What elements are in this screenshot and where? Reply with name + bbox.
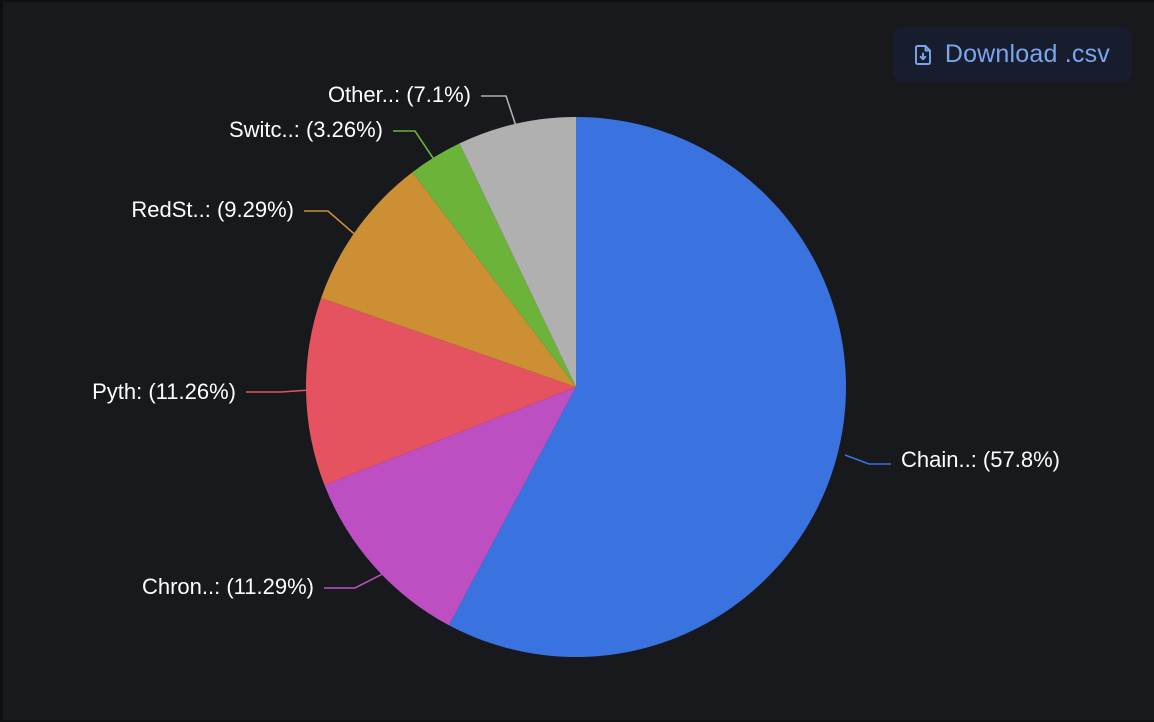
leader-lines-group <box>246 95 891 589</box>
pie-slice[interactable] <box>321 172 576 387</box>
pie-slice[interactable] <box>448 117 846 658</box>
pie-slice[interactable] <box>305 297 576 485</box>
slice-label: RedSt..: (9.29%) <box>131 197 294 222</box>
leader-line <box>304 210 368 246</box>
pie-slice[interactable] <box>324 387 576 626</box>
leader-line <box>246 389 311 393</box>
slice-label: Pyth: (11.26%) <box>92 379 236 404</box>
download-csv-button[interactable]: Download .csv <box>892 27 1132 82</box>
slice-label: Other..: (7.1%) <box>328 82 471 107</box>
slice-label: Chron..: (11.29%) <box>142 574 314 599</box>
slice-label: Switc..: (3.26%) <box>229 117 383 142</box>
pie-slices-group <box>305 117 846 658</box>
pie-slice[interactable] <box>459 117 576 387</box>
slice-labels-group: Chain..: (57.8%) Chron..: (11.29%) Pyth: (… <box>92 82 1060 599</box>
leader-line <box>844 454 891 465</box>
leader-line <box>324 563 403 589</box>
leader-line <box>393 130 436 162</box>
pie-slice[interactable] <box>412 143 576 387</box>
slice-label: Chain..: (57.8%) <box>901 447 1060 472</box>
download-csv-label: Download .csv <box>944 40 1110 68</box>
file-download-icon <box>911 43 935 67</box>
leader-line <box>481 95 519 133</box>
pie-chart: Chain..: (57.8%) Chron..: (11.29%) Pyth: (… <box>92 82 1060 658</box>
